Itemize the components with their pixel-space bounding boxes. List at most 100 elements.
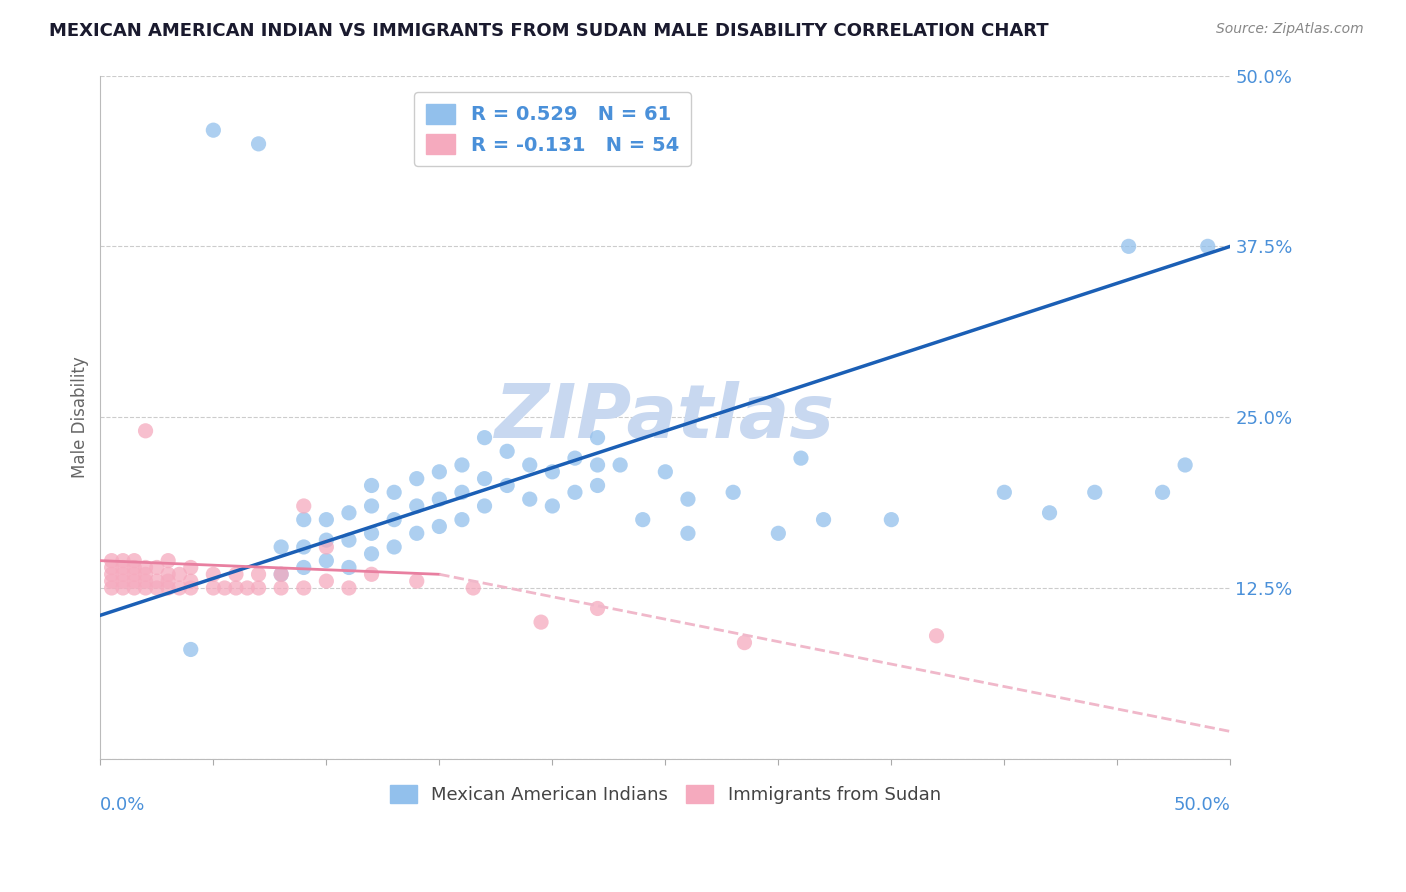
Point: [451, 485, 474, 500]
Point: [292, 513, 315, 527]
Point: [1118, 239, 1140, 253]
Text: Source: ZipAtlas.com: Source: ZipAtlas.com: [1216, 22, 1364, 37]
Point: [360, 478, 382, 492]
Point: [180, 581, 202, 595]
Point: [405, 499, 427, 513]
Point: [292, 581, 315, 595]
Text: 50.0%: 50.0%: [1174, 797, 1230, 814]
Point: [135, 581, 157, 595]
Point: [337, 533, 360, 548]
Point: [1084, 485, 1107, 500]
Point: [202, 567, 225, 582]
Point: [247, 567, 270, 582]
Point: [270, 540, 292, 554]
Point: [382, 513, 405, 527]
Point: [122, 574, 145, 588]
Point: [541, 465, 564, 479]
Point: [676, 492, 699, 507]
Point: [225, 581, 247, 595]
Point: [122, 567, 145, 582]
Point: [315, 554, 337, 568]
Point: [315, 574, 337, 588]
Point: [519, 458, 541, 472]
Point: [111, 581, 134, 595]
Point: [1174, 458, 1197, 472]
Point: [541, 499, 564, 513]
Point: [405, 472, 427, 486]
Text: 0.0%: 0.0%: [100, 797, 146, 814]
Point: [654, 465, 676, 479]
Point: [146, 574, 169, 588]
Point: [586, 458, 609, 472]
Point: [180, 574, 202, 588]
Point: [1197, 239, 1219, 253]
Point: [768, 526, 790, 541]
Point: [360, 499, 382, 513]
Point: [463, 581, 485, 595]
Point: [993, 485, 1015, 500]
Point: [733, 635, 755, 649]
Point: [100, 560, 122, 574]
Point: [721, 485, 744, 500]
Point: [100, 567, 122, 582]
Point: [270, 567, 292, 582]
Point: [496, 478, 519, 492]
Point: [1038, 506, 1060, 520]
Point: [292, 560, 315, 574]
Point: [405, 574, 427, 588]
Point: [292, 499, 315, 513]
Point: [135, 560, 157, 574]
Text: MEXICAN AMERICAN INDIAN VS IMMIGRANTS FROM SUDAN MALE DISABILITY CORRELATION CHA: MEXICAN AMERICAN INDIAN VS IMMIGRANTS FR…: [49, 22, 1049, 40]
Point: [451, 458, 474, 472]
Point: [122, 581, 145, 595]
Point: [135, 567, 157, 582]
Point: [813, 513, 835, 527]
Point: [315, 533, 337, 548]
Point: [451, 513, 474, 527]
Point: [790, 451, 813, 466]
Point: [169, 567, 191, 582]
Point: [180, 560, 202, 574]
Point: [530, 615, 553, 629]
Point: [1152, 485, 1174, 500]
Point: [157, 554, 180, 568]
Point: [111, 567, 134, 582]
Point: [146, 560, 169, 574]
Point: [225, 567, 247, 582]
Point: [236, 581, 259, 595]
Point: [100, 581, 122, 595]
Point: [315, 540, 337, 554]
Point: [880, 513, 903, 527]
Point: [214, 581, 236, 595]
Point: [405, 526, 427, 541]
Point: [111, 574, 134, 588]
Point: [925, 629, 948, 643]
Point: [337, 581, 360, 595]
Point: [135, 424, 157, 438]
Point: [202, 581, 225, 595]
Point: [474, 499, 496, 513]
Legend: Mexican American Indians, Immigrants from Sudan: Mexican American Indians, Immigrants fro…: [382, 778, 948, 811]
Point: [111, 554, 134, 568]
Point: [609, 458, 631, 472]
Point: [519, 492, 541, 507]
Point: [100, 574, 122, 588]
Point: [427, 519, 450, 533]
Text: ZIPatlas: ZIPatlas: [495, 381, 835, 454]
Point: [270, 581, 292, 595]
Point: [360, 526, 382, 541]
Point: [315, 513, 337, 527]
Point: [157, 567, 180, 582]
Point: [292, 540, 315, 554]
Point: [202, 123, 225, 137]
Point: [337, 560, 360, 574]
Point: [382, 540, 405, 554]
Point: [100, 554, 122, 568]
Point: [337, 506, 360, 520]
Point: [474, 431, 496, 445]
Point: [586, 431, 609, 445]
Point: [586, 601, 609, 615]
Y-axis label: Male Disability: Male Disability: [72, 356, 89, 478]
Point: [146, 581, 169, 595]
Point: [157, 574, 180, 588]
